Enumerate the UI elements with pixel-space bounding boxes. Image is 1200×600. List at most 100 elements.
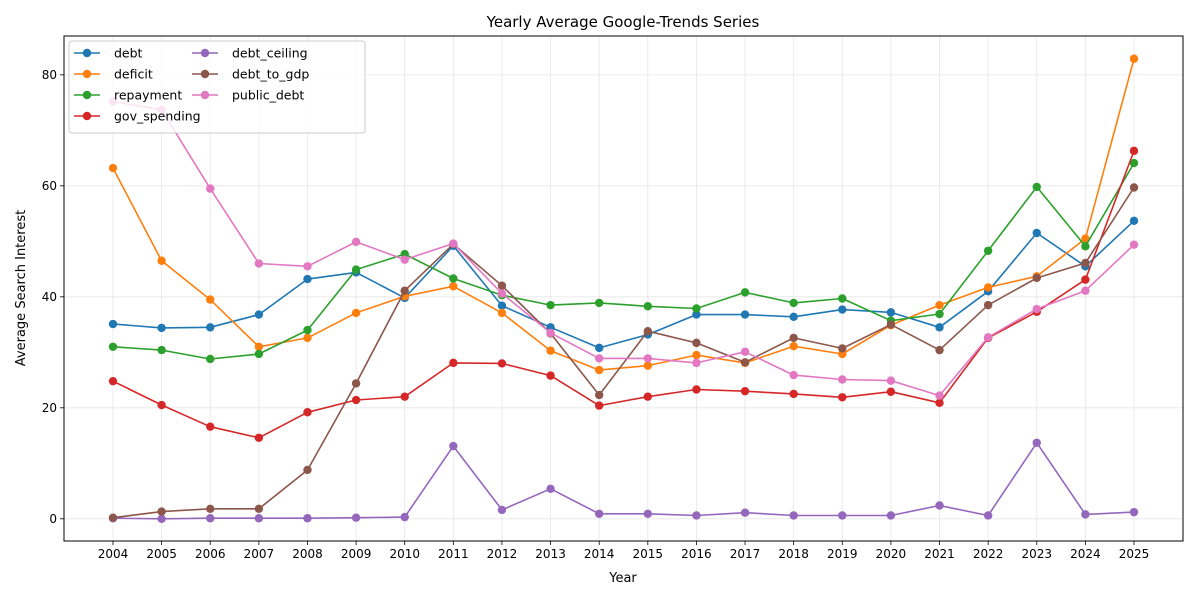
data-point-repayment (838, 294, 847, 303)
x-tick-label: 2008 (292, 547, 323, 561)
data-point-debt_to_gdp (789, 333, 798, 343)
legend-label: debt (114, 46, 143, 61)
data-point-public_debt (692, 358, 701, 368)
data-point-debt_ceiling (838, 511, 847, 520)
data-point-public_debt (497, 289, 507, 298)
legend-box (68, 40, 366, 134)
legend-item-deficit: deficit (74, 67, 153, 82)
data-point-debt_to_gdp (303, 465, 312, 475)
x-axis-ticks: 2004 2005 2006 2007 2008 2009 2010 2011 2012 2013… (98, 541, 1149, 561)
data-point-debt_to_gdp (206, 504, 215, 514)
x-tick-label: 2014 (584, 547, 615, 561)
data-point-debt (838, 305, 847, 314)
data-point-debt_ceiling (351, 513, 361, 522)
x-tick-label: 2006 (195, 547, 226, 561)
legend-item-public_debt: public_debt (192, 88, 304, 103)
data-point-debt (740, 310, 750, 319)
series-line-debt (112, 220, 1135, 349)
data-point-gov_spending (400, 392, 409, 401)
data-point-public_debt (449, 239, 458, 248)
legend-marker (200, 48, 210, 58)
legend-label: deficit (114, 67, 153, 82)
data-point-deficit (303, 333, 312, 343)
data-point-public_debt (935, 391, 944, 400)
data-point-public_debt (400, 255, 409, 264)
data-point-debt_ceiling (400, 512, 409, 522)
data-point-repayment (935, 309, 944, 319)
data-point-public_debt (546, 328, 555, 338)
series-line-debt_ceiling (112, 441, 1135, 520)
data-point-repayment (351, 265, 361, 274)
series-line-repayment (112, 162, 1135, 360)
data-point-public_debt (1081, 286, 1090, 295)
series-debt_to_gdp (108, 183, 1139, 522)
data-point-debt (497, 301, 507, 310)
data-point-deficit (692, 350, 701, 360)
data-point-public_debt (983, 333, 993, 342)
data-point-public_debt (594, 354, 604, 363)
data-point-debt (1032, 228, 1041, 238)
data-point-gov_spending (643, 392, 653, 401)
data-point-public_debt (789, 370, 798, 380)
series-repayment (108, 158, 1139, 364)
data-point-deficit (935, 300, 944, 310)
data-point-deficit (546, 346, 555, 355)
data-point-debt (303, 274, 312, 284)
data-point-debt_to_gdp (983, 300, 993, 310)
data-point-repayment (692, 304, 701, 313)
legend-label: gov_spending (114, 109, 201, 124)
legend-item-repayment: repayment (74, 88, 182, 103)
data-point-repayment (740, 288, 750, 297)
data-point-debt (108, 319, 118, 329)
data-point-deficit (157, 256, 166, 265)
legend-item-debt: debt (74, 46, 143, 61)
data-point-deficit (449, 282, 458, 291)
legend-marker (200, 90, 210, 100)
legend-item-debt_ceiling: debt_ceiling (192, 46, 308, 61)
data-point-deficit (643, 361, 653, 370)
data-point-gov_spending (594, 401, 604, 410)
x-tick-label: 2012 (487, 547, 518, 561)
data-point-debt_to_gdp (935, 345, 944, 355)
data-point-debt_to_gdp (1129, 183, 1139, 192)
data-point-debt_ceiling (594, 509, 604, 519)
data-point-deficit (594, 365, 604, 375)
legend-label: debt_ceiling (232, 46, 308, 61)
y-tick-label: 20 (42, 401, 57, 415)
x-tick-label: 2005 (146, 547, 177, 561)
y-axis-ticks: 0 20 40 60 80 (42, 68, 64, 526)
data-point-debt_ceiling (254, 514, 264, 523)
data-point-deficit (351, 308, 361, 318)
data-point-debt (1129, 216, 1139, 225)
x-tick-label: 2023 (1021, 547, 1052, 561)
legend-item-debt_to_gdp: debt_to_gdp (192, 67, 309, 82)
x-tick-label: 2024 (1070, 547, 1101, 561)
x-tick-label: 2011 (438, 547, 469, 561)
data-point-deficit (254, 342, 264, 351)
y-tick-label: 0 (49, 512, 57, 526)
data-point-public_debt (643, 354, 653, 363)
data-point-debt_to_gdp (1081, 258, 1090, 268)
data-point-debt_ceiling (303, 514, 312, 523)
data-point-public_debt (838, 375, 847, 384)
data-point-repayment (303, 325, 312, 335)
legend-marker (82, 48, 92, 58)
data-point-gov_spending (497, 359, 507, 368)
data-point-debt_ceiling (643, 509, 653, 519)
data-point-debt (206, 323, 215, 332)
series-public_debt (108, 97, 1139, 400)
data-point-debt_to_gdp (740, 358, 750, 367)
series-line-public_debt (112, 100, 1135, 397)
y-axis-label: Average Search Interest (14, 210, 29, 366)
data-point-debt_ceiling (740, 508, 750, 517)
data-point-repayment (254, 349, 264, 359)
x-tick-label: 2020 (876, 547, 907, 561)
legend-marker (82, 111, 92, 121)
data-point-debt_to_gdp (692, 338, 701, 348)
x-tick-label: 2015 (633, 547, 664, 561)
data-point-deficit (108, 163, 118, 173)
x-tick-label: 2013 (535, 547, 566, 561)
data-point-public_debt (254, 259, 264, 268)
